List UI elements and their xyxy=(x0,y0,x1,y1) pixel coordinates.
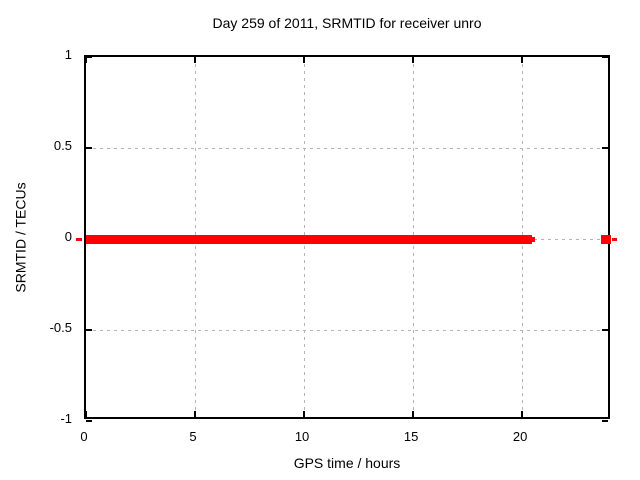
y-tick-mark-right xyxy=(602,329,608,331)
y-tick-label: -1 xyxy=(60,411,72,426)
y-tick-label: 0 xyxy=(64,229,72,244)
y-tick-mark-right xyxy=(602,420,608,422)
x-tick-mark-top xyxy=(521,57,524,63)
x-tick-mark-bottom xyxy=(194,411,197,417)
series-mark xyxy=(86,235,532,244)
y-tick-mark-left xyxy=(86,420,92,422)
x-tick-mark-top xyxy=(194,57,197,63)
series-layer xyxy=(75,57,618,417)
x-tick-mark-top xyxy=(303,57,306,63)
x-tick-mark-bottom xyxy=(521,411,524,417)
y-gridline xyxy=(86,329,608,331)
y-tick-mark-left xyxy=(86,329,92,331)
plot-area xyxy=(75,55,618,422)
x-tick-label: 10 xyxy=(294,429,310,444)
y-gridline xyxy=(86,147,608,149)
x-axis-label: GPS time / hours xyxy=(293,455,401,471)
series-mark xyxy=(612,238,618,241)
y-axis-label: SRMTID / TECUs xyxy=(12,182,29,293)
y-tick-mark-left xyxy=(86,147,92,149)
x-tick-label: 15 xyxy=(403,429,419,444)
y-tick-label: -0.5 xyxy=(49,320,72,335)
y-tick-mark-right xyxy=(602,56,608,58)
y-tick-mark-left xyxy=(86,56,92,58)
series-mark xyxy=(531,237,536,242)
x-tick-label: 5 xyxy=(189,429,197,444)
series-mark xyxy=(75,238,83,241)
x-tick-mark-bottom xyxy=(85,411,87,417)
x-tick-mark-top xyxy=(412,57,415,63)
x-tick-label: 20 xyxy=(512,429,528,444)
x-tick-mark-top xyxy=(85,57,87,63)
x-tick-mark-bottom xyxy=(412,411,415,417)
y-tick-label: 0.5 xyxy=(53,138,72,153)
series-mark xyxy=(601,235,612,244)
x-tick-mark-bottom xyxy=(303,411,306,417)
x-tick-label: 0 xyxy=(80,429,88,444)
chart-title: Day 259 of 2011, SRMTID for receiver unr… xyxy=(212,15,482,31)
tick-layer xyxy=(85,56,608,422)
y-tick-mark-right xyxy=(602,147,608,149)
y-tick-label: 1 xyxy=(64,47,72,62)
